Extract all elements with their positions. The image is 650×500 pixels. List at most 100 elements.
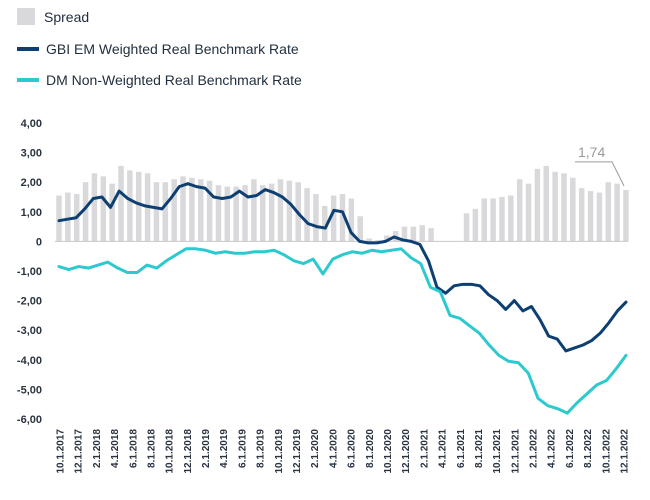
legend: Spread GBI EM Weighted Real Benchmark Ra… — [17, 8, 302, 88]
x-tick-label: 8.1.2021 — [474, 429, 485, 468]
x-tick-label: 12.1.2019 — [292, 429, 303, 474]
spread-bar — [490, 198, 496, 242]
spread-bar — [570, 177, 576, 242]
x-tick-label: 4.1.2019 — [219, 429, 230, 468]
spread-bar — [419, 225, 425, 242]
spread-bar — [91, 173, 98, 242]
spread-bar — [100, 176, 107, 242]
y-axis: 4,00 3,00 2,00 1,00 0 -1,00 -2,00 -3,00 -4,00 -5,… — [17, 118, 42, 426]
y-tick-label: 0 — [36, 236, 42, 248]
x-tick-label: 12.1.2017 — [74, 429, 85, 474]
x-axis: 10.1.2017 12.1.2017 2.1.2018 4.1.2018 6.1.20… — [56, 429, 631, 474]
spread-bar — [162, 182, 169, 242]
x-tick-label: 4.1.2020 — [328, 429, 339, 468]
spread-bar — [304, 188, 310, 242]
dm-rate-line — [57, 247, 628, 415]
spread-bar — [508, 195, 514, 242]
legend-swatch-dm — [17, 78, 39, 82]
y-tick-label: 2,00 — [21, 177, 42, 189]
spread-bar — [596, 192, 603, 242]
x-tick-label: 10.1.2018 — [165, 429, 176, 474]
x-tick-label: 10.1.2019 — [274, 429, 285, 474]
x-tick-label: 6.1.2020 — [347, 429, 358, 468]
annotation: 1,74 — [575, 144, 625, 187]
spread-bar — [233, 186, 239, 242]
y-tick-label: 4,00 — [21, 118, 42, 130]
spread-bars — [56, 165, 629, 242]
x-tick-label: 2.1.2022 — [529, 429, 540, 468]
x-tick-label: 12.1.2021 — [510, 429, 521, 474]
x-tick-label: 2.1.2019 — [201, 429, 212, 468]
spread-bar — [410, 226, 417, 242]
spread-bar — [623, 189, 629, 242]
spread-bar — [153, 182, 160, 242]
y-tick-label: 3,00 — [21, 148, 42, 160]
spread-bar — [286, 180, 293, 242]
x-tick-label: 8.1.2020 — [365, 429, 376, 468]
spread-bar — [499, 197, 505, 242]
x-tick-label: 8.1.2018 — [147, 429, 158, 468]
spread-bar — [322, 205, 328, 242]
y-tick-label: -5,00 — [17, 384, 42, 396]
spread-bar — [56, 195, 62, 242]
spread-bar — [65, 192, 71, 242]
y-tick-label: -6,00 — [17, 414, 42, 426]
legend-label-dm: DM Non-Weighted Real Benchmark Rate — [46, 72, 302, 88]
spread-bar — [605, 182, 612, 242]
legend-label-spread: Spread — [44, 9, 89, 25]
spread-bar — [82, 182, 89, 242]
spread-bar — [587, 191, 594, 242]
x-tick-label: 10.1.2020 — [383, 429, 394, 474]
spread-bar — [206, 180, 213, 242]
legend-label-em: GBI EM Weighted Real Benchmark Rate — [46, 41, 299, 57]
spread-bar — [330, 195, 337, 242]
x-tick-label: 10.1.2022 — [601, 429, 612, 474]
spread-bar — [375, 239, 381, 242]
y-tick-label: -3,00 — [17, 325, 42, 337]
spread-bar — [189, 177, 195, 242]
y-tick-label: -4,00 — [17, 355, 42, 367]
spread-bar — [366, 238, 372, 242]
spread-bar — [198, 179, 204, 242]
spread-bar — [277, 179, 284, 242]
spread-bar — [242, 185, 248, 242]
y-tick-label: -2,00 — [17, 296, 42, 308]
x-tick-label: 6.1.2022 — [565, 429, 576, 468]
spread-bar — [348, 198, 355, 242]
x-tick-label: 4.1.2018 — [110, 429, 121, 468]
spread-bar — [109, 183, 115, 242]
spread-bar — [614, 183, 620, 242]
spread-bar — [135, 171, 142, 242]
spread-bar — [516, 179, 523, 242]
spread-bar — [472, 208, 479, 242]
spread-bar — [339, 194, 346, 242]
spread-bar — [251, 179, 257, 242]
x-tick-label: 10.1.2017 — [56, 429, 67, 474]
legend-swatch-em — [17, 47, 39, 51]
spread-bar — [561, 173, 567, 242]
spread-bar — [260, 185, 266, 242]
x-tick-label: 2.1.2021 — [419, 429, 430, 468]
spread-bar — [171, 179, 177, 242]
annotation-label: 1,74 — [578, 144, 605, 160]
x-tick-label: 12.1.2022 — [620, 429, 631, 474]
spread-bar — [224, 186, 231, 242]
legend-swatch-spread — [17, 8, 35, 25]
spread-bar — [215, 185, 222, 242]
rate-lines — [57, 182, 628, 415]
x-tick-label: 6.1.2018 — [128, 429, 139, 468]
x-tick-label: 10.1.2021 — [492, 429, 503, 474]
spread-bar — [534, 168, 541, 242]
x-tick-label: 2.1.2020 — [310, 429, 321, 468]
x-tick-label: 12.1.2020 — [401, 429, 412, 474]
spread-bar — [357, 216, 363, 242]
em-rate-line — [57, 182, 628, 353]
spread-bar — [578, 188, 585, 242]
y-tick-label: 1,00 — [21, 207, 42, 219]
spread-bar — [118, 165, 124, 242]
annotation-leader-line — [575, 161, 625, 187]
x-tick-label: 2.1.2018 — [92, 429, 103, 468]
x-tick-label: 8.1.2022 — [583, 429, 594, 468]
spread-bar — [384, 235, 390, 242]
